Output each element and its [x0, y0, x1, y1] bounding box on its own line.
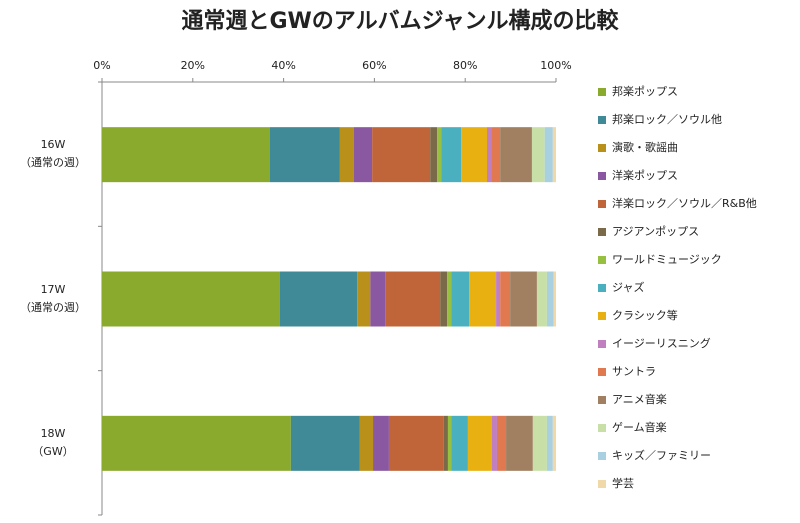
bar-segment — [353, 127, 373, 183]
bar-segment — [469, 271, 497, 327]
bar-segment — [546, 415, 553, 471]
legend-swatch — [598, 200, 606, 208]
legend-swatch — [598, 256, 606, 264]
y-tick-label: 18W （GW） — [32, 426, 74, 458]
legend-label: 邦楽ロック／ソウル他 — [612, 113, 722, 126]
bar-segment — [357, 271, 371, 327]
legend-swatch — [598, 396, 606, 404]
bar-segment — [491, 415, 497, 471]
bar-segment — [500, 127, 532, 183]
chart-title: 通常週とGWのアルバムジャンル構成の比較 — [181, 8, 619, 34]
bar-segment — [447, 415, 452, 471]
bar-segment — [372, 127, 431, 183]
bar-segment — [532, 415, 547, 471]
legend-swatch — [598, 144, 606, 152]
bar-segment — [496, 415, 507, 471]
legend-label: サントラ — [612, 365, 656, 378]
legend-label: 学芸 — [612, 476, 634, 490]
legend-swatch — [598, 340, 606, 348]
bar-segment — [290, 415, 360, 471]
bar-segment — [373, 415, 389, 471]
bar-segment — [451, 415, 468, 471]
legend-swatch — [598, 88, 606, 96]
legend-label: アニメ音楽 — [612, 392, 667, 406]
bar-segment — [359, 415, 374, 471]
legend-label: アジアンポップス — [612, 225, 699, 238]
bar-segment — [546, 271, 554, 327]
legend-swatch — [598, 116, 606, 124]
bar-segment — [437, 127, 442, 183]
bar-segment — [531, 127, 545, 183]
x-tick-label: 80% — [453, 59, 477, 72]
legend-label: 演歌・歌謡曲 — [612, 140, 678, 154]
y-tick-label: 16W （通常の週） — [20, 138, 86, 170]
legend-swatch — [598, 312, 606, 320]
bar-segment — [500, 271, 511, 327]
legend-swatch — [598, 368, 606, 376]
bar-segment — [506, 415, 533, 471]
bar-segment — [440, 271, 448, 327]
bar-segment — [486, 127, 492, 183]
legend-label: クラシック等 — [612, 308, 678, 322]
bar-segment — [496, 271, 501, 327]
x-tick-label: 100% — [540, 59, 571, 72]
bar-segment — [491, 127, 501, 183]
bar-segment — [510, 271, 537, 327]
bar-segment — [102, 415, 291, 471]
bar-segment — [269, 127, 340, 183]
bar-segment — [552, 127, 556, 183]
legend-label: ワールドミュージック — [612, 253, 722, 266]
bar-segment — [553, 271, 556, 327]
bar-segment — [467, 415, 492, 471]
x-tick-label: 20% — [181, 59, 205, 72]
legend-label: ジャズ — [612, 280, 644, 294]
legend-swatch — [598, 452, 606, 460]
legend-swatch — [598, 284, 606, 292]
legend-label: 邦楽ポップス — [612, 85, 678, 98]
bar-segment — [447, 271, 452, 327]
bar-segment — [536, 271, 547, 327]
bar-segment — [385, 271, 441, 327]
bar-segment — [443, 415, 448, 471]
legend-swatch — [598, 424, 606, 432]
legend-label: イージーリスニング — [612, 336, 711, 350]
legend-label: 洋楽ポップス — [612, 168, 678, 182]
y-tick-label: 17W （通常の週） — [20, 282, 86, 314]
legend-label: 洋楽ロック／ソウル／R&B他 — [612, 196, 757, 210]
legend-swatch — [598, 172, 606, 180]
legend-label: キッズ／ファミリー — [612, 448, 711, 462]
bar-segment — [451, 271, 470, 327]
bar-segment — [102, 127, 270, 183]
bar-segment — [544, 127, 553, 183]
bar-segment — [279, 271, 358, 327]
bar-segment — [339, 127, 354, 183]
legend-swatch — [598, 480, 606, 488]
bar-segment — [441, 127, 462, 183]
bar-segment — [388, 415, 444, 471]
x-tick-label: 0% — [93, 59, 110, 72]
bar-segment — [461, 127, 487, 183]
bar-segment — [102, 271, 280, 327]
x-tick-label: 60% — [362, 59, 386, 72]
x-tick-label: 40% — [271, 59, 295, 72]
bar-segment — [552, 415, 556, 471]
legend-label: ゲーム音楽 — [612, 420, 667, 434]
bar-segment — [430, 127, 438, 183]
legend-swatch — [598, 228, 606, 236]
bar-segment — [370, 271, 386, 327]
